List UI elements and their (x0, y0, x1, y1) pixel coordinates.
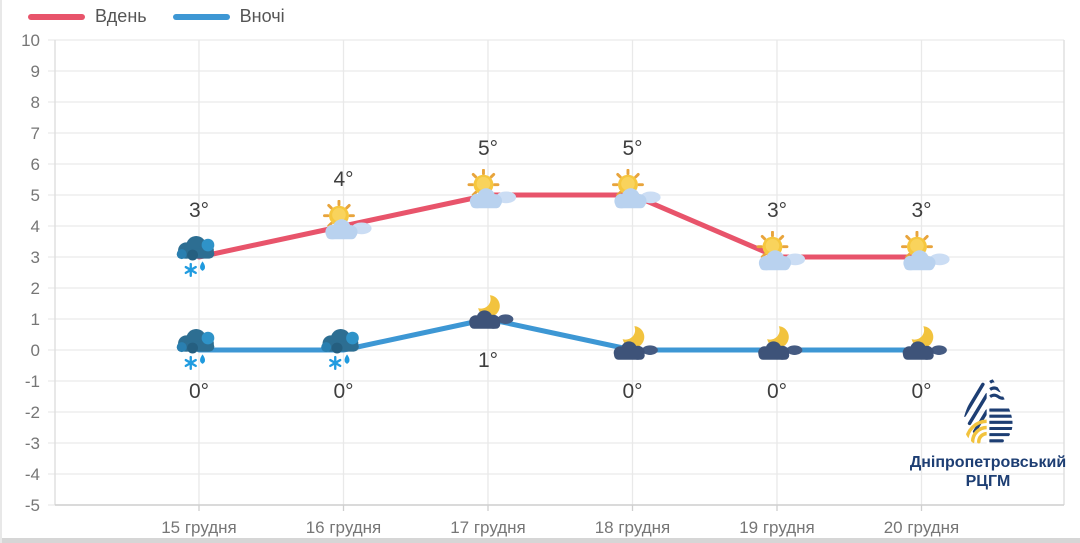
y-axis-tick-label: 1 (31, 310, 40, 329)
y-axis-tick-label: 6 (31, 155, 40, 174)
y-axis-tick-label: -5 (25, 496, 40, 515)
y-axis-tick-label: -1 (25, 372, 40, 391)
day-temp-label: 4° (333, 168, 353, 191)
moon-cloud-icon (758, 326, 802, 360)
day-line-swatch-icon (28, 13, 85, 20)
legend-item-day[interactable]: Вдень (28, 6, 147, 27)
night-temp-label: 0° (911, 380, 931, 403)
day-temp-label: 3° (189, 199, 209, 222)
x-axis-tick-label: 18 грудня (595, 518, 671, 537)
sun-cloud-icon (612, 169, 662, 210)
night-temp-label: 0° (622, 380, 642, 403)
snow-rain-cloud-icon (319, 327, 361, 371)
moon-cloud-icon (469, 295, 513, 329)
y-axis-tick-label: -4 (25, 465, 40, 484)
snow-rain-cloud-icon (175, 327, 216, 371)
day-temp-label: 3° (767, 199, 787, 222)
chart-legend: Вдень Вночі (28, 6, 285, 27)
snow-rain-cloud-icon (175, 234, 216, 278)
moon-cloud-icon (614, 326, 658, 360)
night-temp-label: 0° (333, 380, 353, 403)
x-axis-tick-label: 19 грудня (739, 518, 815, 537)
brand-logo: Дніпропетровський РЦГМ (908, 368, 1068, 491)
night-temp-label: 1° (478, 349, 498, 372)
y-axis-tick-label: -3 (25, 434, 40, 453)
y-axis-tick-label: 9 (31, 62, 40, 81)
y-axis-tick-label: 2 (31, 279, 40, 298)
x-axis-tick-label: 20 грудня (884, 518, 960, 537)
x-axis-tick-label: 17 грудня (450, 518, 526, 537)
y-axis-tick-label: 8 (31, 93, 40, 112)
moon-cloud-icon (903, 326, 947, 360)
legend-item-night[interactable]: Вночі (172, 6, 285, 27)
y-axis-tick-label: -2 (25, 403, 40, 422)
night-temp-label: 0° (189, 380, 209, 403)
day-temp-label: 5° (478, 137, 498, 160)
legend-day-label: Вдень (95, 6, 147, 26)
day-temp-label: 3° (911, 199, 931, 222)
night-temp-label: 0° (767, 380, 787, 403)
y-axis-tick-label: 7 (31, 124, 40, 143)
x-axis-tick-label: 16 грудня (306, 518, 382, 537)
y-axis-tick-label: 0 (31, 341, 40, 360)
logo-text-line2: РЦГМ (965, 472, 1011, 490)
water-drop-logo-icon (963, 371, 1013, 449)
legend-night-label: Вночі (239, 6, 285, 26)
bottom-divider (2, 538, 1080, 543)
y-axis-tick-label: 10 (21, 31, 40, 50)
x-axis-tick-label: 15 грудня (161, 518, 237, 537)
day-temp-label: 5° (622, 137, 642, 160)
y-axis-tick-label: 4 (31, 217, 40, 236)
sun-cloud-icon (756, 231, 806, 272)
logo-text-line1: Дніпропетровський (909, 454, 1067, 472)
sun-cloud-icon (901, 231, 951, 272)
y-axis-tick-label: 3 (31, 248, 40, 267)
y-axis-tick-label: 5 (31, 186, 40, 205)
night-temperature-line (196, 316, 924, 353)
night-line-swatch-icon (172, 13, 230, 20)
sun-cloud-icon (467, 169, 517, 210)
